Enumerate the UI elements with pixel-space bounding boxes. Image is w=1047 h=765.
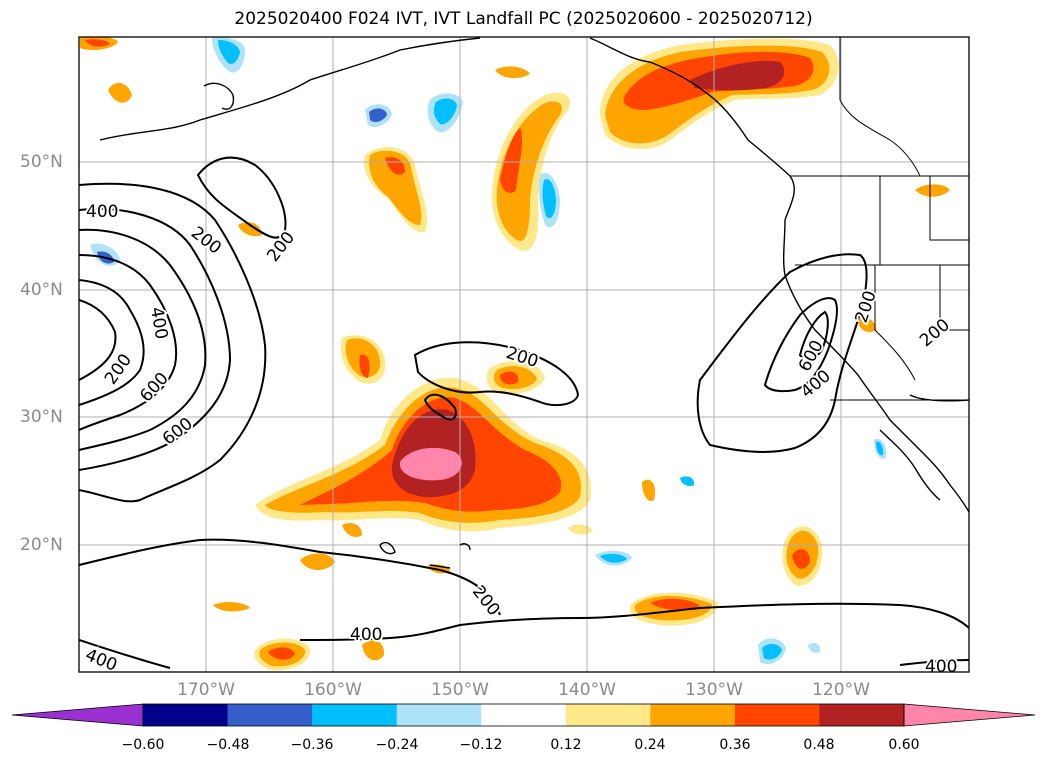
colorbar-cell [143,704,229,726]
anomaly-central-pacific [255,377,591,532]
ivt-contours [79,156,969,669]
colorbar-tick: −0.48 [206,737,250,753]
colorbar-cell [481,704,567,726]
colorbar-tick: −0.12 [459,737,503,753]
contour-label: 400 [350,625,382,645]
colorbar-tick: 0.12 [550,737,582,753]
colorbar-tick: −0.36 [290,737,334,753]
lon-label: 150°W [431,680,489,700]
political-borders [790,37,969,401]
map-frame [78,36,970,673]
colorbar-outline [142,703,905,727]
map-title: 2025020400 F024 IVT, IVT Landfall PC (20… [234,9,813,29]
map-panel: 400 200 200 400 200 600 600 200 200 600 … [78,36,970,677]
colorbar-cell [734,704,820,726]
lon-label: 170°W [177,680,235,700]
colorbar-cell [227,704,313,726]
colorbar-cell [312,704,398,726]
colorbar-tick: 0.60 [888,737,920,753]
coastlines [99,37,969,569]
graticule [79,37,969,672]
lat-label: 20°N [20,535,63,555]
anomaly-negative-blobs [90,37,887,665]
colorbar-extend-min [11,703,144,727]
contour-label: 400 [925,657,957,677]
colorbar-extend-max [903,703,1036,727]
colorbar-tick: 0.24 [634,737,666,753]
colorbar-tick: 0.48 [803,737,835,753]
colorbar-tick: 0.36 [719,737,751,753]
lon-label: 120°W [812,680,870,700]
colorbar-cell [396,704,482,726]
lon-label: 130°W [685,680,743,700]
lon-label: 160°W [304,680,362,700]
anomaly-small-blobs [80,37,950,671]
colorbar-cell [819,704,905,726]
lat-label: 50°N [20,152,63,172]
colorbar-tick: −0.60 [121,737,165,753]
colorbar-cell [650,704,736,726]
colorbar-tick: −0.24 [375,737,419,753]
lat-label: 40°N [20,280,63,300]
lat-label: 30°N [20,407,63,427]
contour-label: 400 [86,202,118,222]
lon-label: 140°W [558,680,616,700]
colorbar-cell [565,704,651,726]
